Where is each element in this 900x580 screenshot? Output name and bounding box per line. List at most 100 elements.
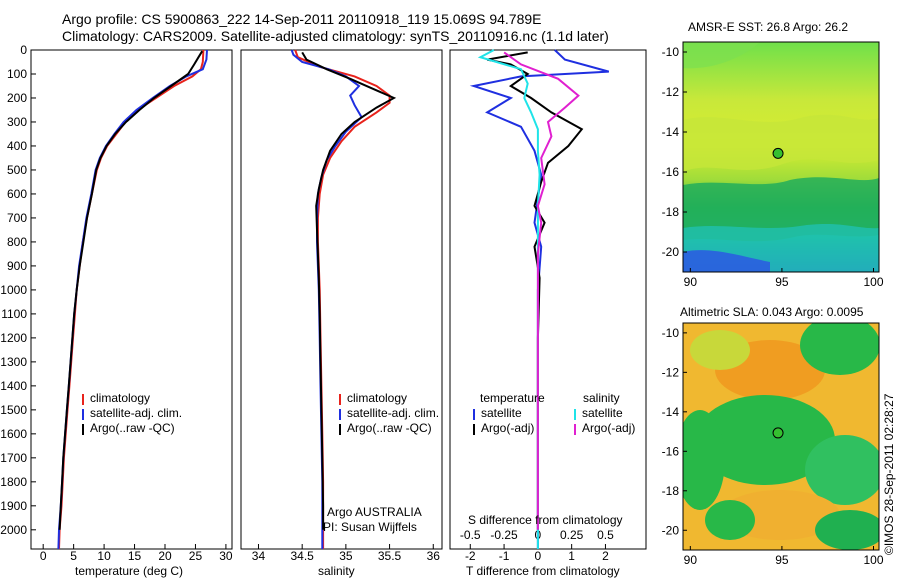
sla-lon-tick-label: 95 [775,553,789,567]
difference-tick-label: -1 [499,549,510,563]
difference-legend-title-temperature: temperature [480,391,545,405]
temperature-xlabel: temperature (deg C) [75,564,183,578]
sst-map-frame [682,41,880,273]
temperature-tick-label: 0 [40,549,47,563]
sla-map-title: Altimetric SLA: 0.043 Argo: 0.0095 [680,305,864,319]
difference-tick-label: 0 [535,549,542,563]
sla-lat-tick-label: -18 [662,484,680,498]
sla-lat-tick-label: -20 [662,523,680,537]
sst-lat-tick-label: -16 [662,165,680,179]
sst-lat-tick-label: -12 [662,85,680,99]
temperature-panel: 0100200300400500600700800900100011001200… [0,43,233,578]
sst-lon-tick-label: 95 [775,275,789,289]
figure-title-line1: Argo profile: CS 5900863_222 14-Sep-2011… [62,11,542,27]
sst-lat-tick-label: -20 [662,245,680,259]
difference-top-label: S difference from climatology [468,513,623,527]
salinity-difference-tick-label: -0.25 [490,528,518,542]
depth-tick-label: 1700 [0,451,27,465]
salinity-annotation-line1: Argo AUSTRALIA [327,505,422,519]
sla-argo-location-marker [772,427,784,439]
depth-tick-label: 1600 [0,427,27,441]
temperature-legend-label: climatology [90,391,150,405]
difference-salinity-legend-label: Argo(-adj) [582,421,635,435]
diff-series-line-1 [487,51,584,530]
depth-tick-label: 1300 [0,355,27,369]
sla-lon-tick-label: 100 [863,553,883,567]
difference-panel: -2 -1 0 1 2 -0.5 -0.25 0 0.25 0.5 S difference f… [449,49,647,578]
salinity-difference-tick-label: -0.5 [460,528,481,542]
sla-lat-tick-label: -10 [662,326,680,340]
depth-tick-label: 700 [7,211,27,225]
temperature-tick-label: 25 [189,549,203,563]
diff-series-line-2 [477,49,541,549]
temperature-tick-label: 20 [158,549,172,563]
sla-map-frame [682,322,880,551]
temperature-tick-label: 5 [70,549,77,563]
difference-tick-label: 2 [602,549,609,563]
sst-lat-tick-label: -18 [662,205,680,219]
difference-legend: temperature salinitysatelliteArgo(-adj)sa… [473,391,635,435]
difference-legend-title-salinity: salinity [583,391,620,405]
diff-series-line-0 [469,49,610,549]
depth-tick-label: 500 [7,163,27,177]
salinity-tick-label: 34.5 [290,549,314,563]
depth-tick-label: 2000 [0,523,27,537]
salinity-legend-label: satellite-adj. clim. [347,406,439,420]
temp-series-line-0 [58,49,205,550]
salinity-tick-label: 36 [427,549,441,563]
sst-lon-tick-label: 100 [863,275,883,289]
diff-series-line-3 [503,51,580,530]
sal-series-line-0 [294,49,391,549]
sst-argo-location-marker [772,147,784,159]
sst-lat-tick-label: -10 [662,45,680,59]
depth-tick-label: 200 [7,91,27,105]
sla-lat-tick-label: -16 [662,444,680,458]
sla-lat-tick-label: -14 [662,405,680,419]
difference-tick-label: -2 [465,549,476,563]
temperature-tick-label: 15 [128,549,142,563]
difference-salinity-legend-label: satellite [582,406,623,420]
salinity-legend-label: Argo(..raw -QC) [347,421,432,435]
temperature-tick-label: 30 [219,549,233,563]
sst-lat-tick-label: -14 [662,125,680,139]
depth-tick-label: 300 [7,115,27,129]
difference-xlabel: T difference from climatology [466,564,620,578]
temperature-frame [30,49,233,550]
temp-series-line-2 [58,50,204,530]
sal-series-line-2 [301,51,397,530]
temp-series-line-1 [57,49,208,550]
salinity-difference-tick-label: 0.5 [597,528,614,542]
salinity-legend-label: climatology [347,391,407,405]
salinity-xlabel: salinity [318,564,355,578]
depth-tick-label: 400 [7,139,27,153]
depth-tick-label: 1200 [0,331,27,345]
sla-lat-tick-label: -12 [662,365,680,379]
salinity-tick-label: 35 [339,549,353,563]
depth-tick-label: 1800 [0,475,27,489]
depth-tick-label: 100 [7,67,27,81]
depth-tick-label: 1500 [0,403,27,417]
salinity-tick-label: 34 [252,549,266,563]
difference-frame [449,49,647,550]
depth-tick-label: 1400 [0,379,27,393]
sla-heatmap [683,323,879,550]
difference-temperature-legend-label: Argo(-adj) [481,421,534,435]
sla-lon-tick-label: 90 [684,553,698,567]
sst-map-title: AMSR-E SST: 26.8 Argo: 26.2 [688,20,848,34]
depth-tick-label: 900 [7,259,27,273]
salinity-panel: 34 34.5 35 35.5 36 salinity climatologysatel… [240,49,443,578]
depth-tick-label: 600 [7,187,27,201]
salinity-frame [240,49,443,550]
salinity-annotation-line2: PI: Susan Wijffels [323,520,417,534]
figure-title-line2: Climatology: CARS2009. Satellite-adjuste… [62,28,609,44]
sla-map-panel: Altimetric SLA: 0.043 Argo: 0.0095 90 95 1… [662,305,884,567]
copyright-credit: ©IMOS 28-Sep-2011 02:28:27 [882,393,896,555]
sst-map-panel: AMSR-E SST: 26.8 Argo: 26.2 90 95 100 -10 -1… [662,20,884,289]
temperature-tick-label: 10 [97,549,111,563]
depth-tick-label: 800 [7,235,27,249]
salinity-tick-label: 35.5 [378,549,402,563]
temperature-legend-label: satellite-adj. clim. [90,406,182,420]
